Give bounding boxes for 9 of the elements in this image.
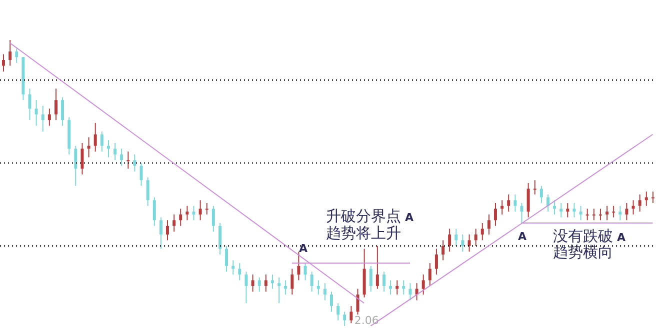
- annotation: 升破分界点: [326, 207, 401, 225]
- annotation: A: [299, 242, 308, 255]
- annotation: A: [518, 230, 527, 243]
- annotation: 没有跌破: [553, 227, 613, 245]
- annotation: 趋势将上升: [326, 224, 401, 242]
- annotation: A: [617, 231, 626, 244]
- annotation: 2.06: [354, 314, 379, 327]
- annotation: A: [405, 211, 414, 224]
- annotation: 趋势横向: [553, 243, 613, 261]
